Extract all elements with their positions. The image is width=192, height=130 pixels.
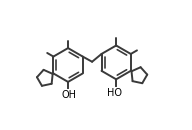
Text: HO: HO (107, 88, 122, 98)
Text: OH: OH (62, 90, 77, 100)
